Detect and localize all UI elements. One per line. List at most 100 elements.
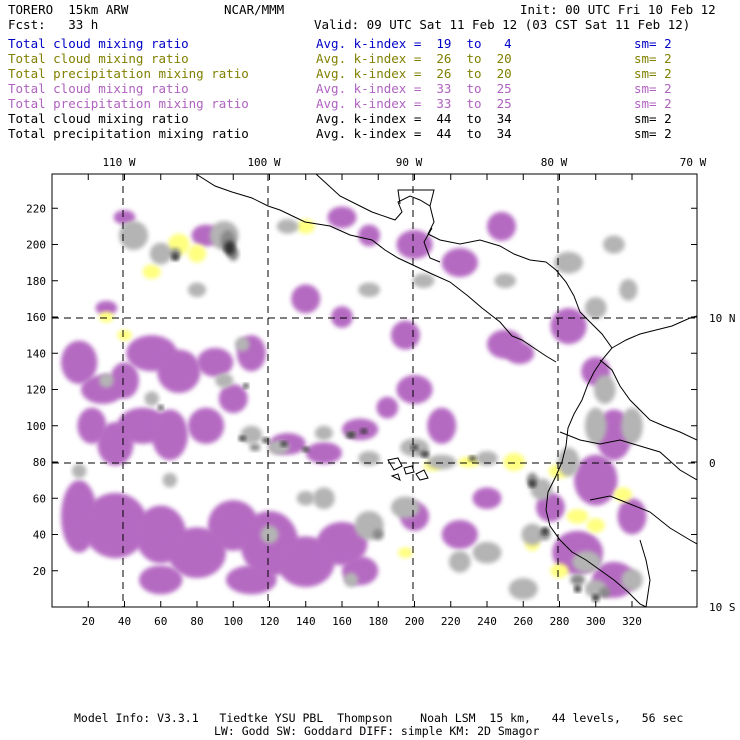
longitude-label: 70 W [680,156,707,169]
axis-labels: 20 40 60 80 100 120 140 160 180 200 220 240 260 280 30… [26,156,735,628]
gray-core-area [238,435,246,442]
yellow-precip-area [117,329,132,341]
lat-lon-grid [52,174,697,607]
legend-smoothing: sm= 2 [634,81,672,96]
gray-cloud-area [619,278,638,301]
gray-cloud-area [584,407,607,444]
gray-cloud-area [314,425,333,441]
purple-field-layer [61,206,647,598]
purple-cloud-area [427,407,457,444]
legend-label: Total cloud mixing ratio [8,81,189,96]
legend-kindex: Avg. k-index = 19 to 4 [316,36,512,51]
gray-core-area [243,383,249,389]
gray-cloud-area [521,523,544,546]
plot-frame [51,173,698,608]
yellow-precip-area [503,452,526,472]
x-tick-label: 80 [190,615,203,628]
legend-label: Total precipitation mixing ratio [8,126,249,141]
legend-kindex: Avg. k-index = 26 to 20 [316,66,512,81]
x-tick-label: 20 [82,615,95,628]
yellow-precip-area [187,244,207,263]
gray-cloud-area [149,242,172,265]
yellow-precip-area [566,509,589,524]
legend-smoothing: sm= 2 [634,111,672,126]
x-tick-label: 220 [441,615,461,628]
gray-cloud-area [557,447,580,477]
x-tick-label: 140 [296,615,316,628]
y-tick-label: 160 [26,311,46,324]
y-tick-label: 80 [33,456,46,469]
gray-cloud-area [584,297,607,319]
gray-cloud-area [71,463,87,479]
x-tick-label: 120 [260,615,280,628]
gray-cloud-area [427,454,457,470]
legend-label: Total cloud mixing ratio [8,36,189,51]
legend-smoothing: sm= 2 [634,36,672,51]
gray-cloud-area [603,235,625,254]
y-tick-label: 120 [26,384,46,397]
gray-cloud-area [554,251,584,274]
longitude-label: 90 W [396,156,423,169]
purple-cloud-area [316,521,368,566]
purple-cloud-area [390,320,420,350]
gray-core-area [592,594,600,602]
gray-cloud-area [472,541,502,564]
gray-cloud-area [235,336,250,352]
legend-label: Total precipitation mixing ratio [8,96,249,111]
axis-ticks [52,174,697,607]
gray-cloud-area [144,391,159,406]
gray-core-area [541,527,549,535]
x-tick-label: 60 [154,615,167,628]
x-tick-label: 200 [405,615,425,628]
gray-cloud-area [187,282,207,298]
init-time: Init: 00 UTC Fri 10 Feb 12 [520,2,716,17]
y-tick-label: 220 [26,202,46,215]
valid-time: Valid: 09 UTC Sat 11 Feb 12 (03 CST Sat … [314,17,691,32]
purple-cloud-area [376,396,399,419]
x-tick-label: 160 [332,615,352,628]
legend-kindex: Avg. k-index = 26 to 20 [316,51,512,66]
gray-dense-area [372,529,384,540]
purple-cloud-area [218,384,248,414]
gray-core-area [360,428,368,434]
coastlines [195,174,697,607]
gray-cloud-area [99,373,114,388]
x-tick-label: 300 [586,615,606,628]
legend-label: Total precipitation mixing ratio [8,66,249,81]
legend-kindex: Avg. k-index = 44 to 34 [316,111,512,126]
purple-cloud-area [441,248,478,278]
purple-cloud-area [358,224,381,247]
gray-cloud-area [621,568,643,591]
gray-cloud-area [358,451,381,466]
yellow-precip-area [398,547,413,559]
gray-cloud-area [240,425,263,444]
gray-core-area [302,446,310,453]
gray-core-area [171,253,179,261]
yellow-precip-area [550,563,569,578]
yellow-precip-area [586,518,605,533]
gray-core-area [347,432,355,438]
yellow-precip-area [613,487,632,502]
yellow-precip-area [142,264,161,279]
gray-cloud-area [508,578,538,600]
purple-cloud-area [151,409,188,461]
purple-cloud-area [157,349,201,394]
yellow-precip-area [99,311,114,323]
purple-cloud-area [550,307,587,345]
legend-kindex: Avg. k-index = 33 to 25 [316,81,512,96]
gray-core-area [528,480,536,488]
gray-core-area [280,441,288,447]
purple-cloud-area [331,306,353,328]
purple-cloud-area [617,498,647,535]
gray-core-area [574,585,582,593]
longitude-label: 100 W [247,156,280,169]
legend-kindex: Avg. k-index = 33 to 25 [316,96,512,111]
physics-info: LW: Godd SW: Goddard DIFF: simple KM: 2D… [214,724,540,738]
gray-cloud-area [313,487,335,510]
organization: NCAR/MMM [224,2,285,17]
purple-cloud-area [61,340,98,385]
legend-smoothing: sm= 2 [634,126,672,141]
gray-cloud-area [593,375,616,404]
purple-cloud-area [291,284,321,314]
purple-cloud-area [139,565,183,595]
